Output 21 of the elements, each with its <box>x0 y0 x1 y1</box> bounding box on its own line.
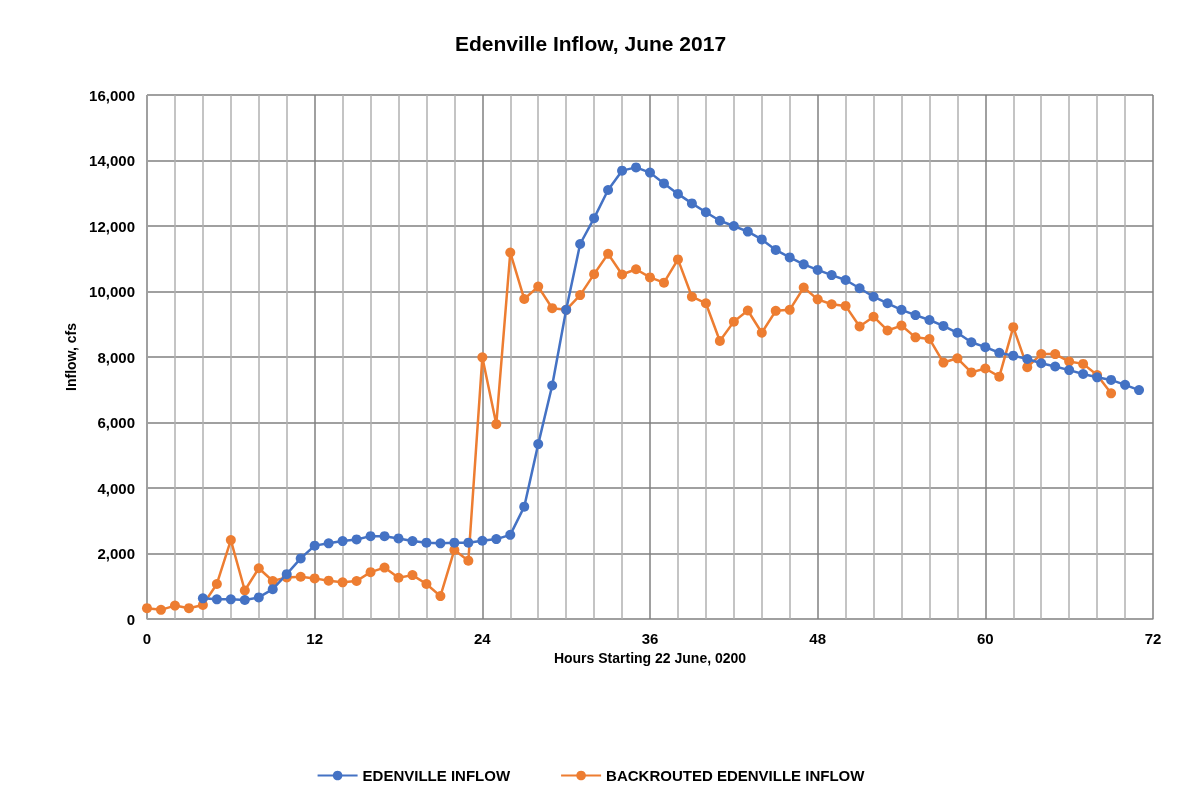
legend-label: BACKROUTED EDENVILLE INFLOW <box>606 767 866 784</box>
legend-label: EDENVILLE INFLOW <box>362 767 511 784</box>
y-tick-label: 10,000 <box>89 283 135 300</box>
y-axis-title: Inflow, cfs <box>63 322 80 391</box>
x-axis-title: Hours Starting 22 June, 0200 <box>553 650 747 666</box>
y-tick-label: 12,000 <box>89 217 135 235</box>
x-tick-label: 72 <box>1144 630 1162 647</box>
y-tick-label: 4,000 <box>97 479 135 497</box>
x-tick-label: 12 <box>306 630 324 647</box>
y-tick-label: 14,000 <box>89 152 135 169</box>
y-tick-label: 2,000 <box>97 545 135 562</box>
x-tick-label: 24 <box>473 630 492 647</box>
y-tick-label: 8,000 <box>97 348 135 366</box>
x-tick-label: 48 <box>809 630 827 647</box>
y-tick-label: 0 <box>126 610 135 628</box>
y-tick-label: 16,000 <box>89 86 135 104</box>
x-tick-label: 60 <box>976 630 994 647</box>
y-tick-label: 6,000 <box>97 414 135 431</box>
x-tick-label: 36 <box>641 630 659 647</box>
x-tick-label: 0 <box>142 630 152 647</box>
chart-title: Edenville Inflow, June 2017 <box>454 32 727 55</box>
